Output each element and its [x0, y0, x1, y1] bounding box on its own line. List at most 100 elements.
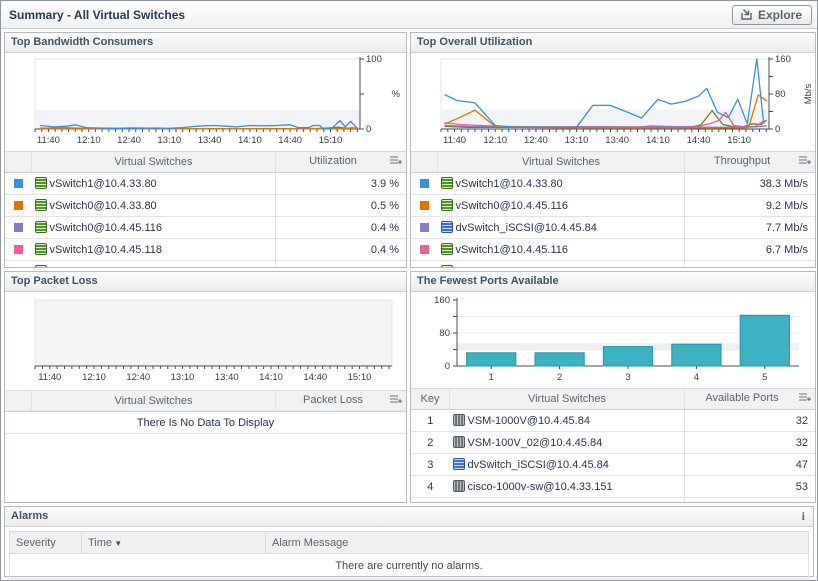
switch-name: vSwitch1@10.4.45.116 [50, 266, 162, 267]
switch-name-cell[interactable]: vSwitch1@10.4.45.116 [31, 260, 276, 267]
svg-text:0: 0 [775, 124, 780, 135]
panel-packet-loss: Top Packet Loss 11:40 12:10 12:40 13:10 13:4… [4, 271, 407, 503]
switch-name-cell[interactable]: vSwitch1@10.4.33.80 [31, 172, 276, 195]
legend-swatch [14, 267, 23, 268]
svg-text:14:40: 14:40 [278, 135, 302, 146]
value-cell: 9.2 Mb/s [684, 194, 815, 217]
table-row[interactable]: vSwitch1@10.4.33.80 38.3 Mb/s [411, 172, 815, 195]
svg-text:80: 80 [439, 328, 450, 339]
switch-name: vSwitch1@10.4.33.80 [455, 178, 563, 190]
legend-swatch-cell [5, 238, 32, 261]
svg-text:14:10: 14:10 [259, 372, 283, 383]
legend-swatch-cell [5, 194, 32, 217]
legend-swatch [13, 245, 23, 255]
switch-name-cell[interactable]: dvSwitch_iSCSI@10.4.45.84 [449, 453, 685, 476]
column-header-virtual-switches[interactable]: Virtual Switches [31, 390, 276, 412]
column-header-label: Virtual Switches [527, 393, 607, 405]
column-header-throughput[interactable]: Throughput [684, 151, 815, 173]
table-row[interactable]: vSwitch0@10.4.45.116 9.2 Mb/s [411, 194, 815, 217]
switch-name-cell[interactable]: vSwitch1@10.4.45.110 [437, 260, 685, 267]
svg-text:Mb/s: Mb/s [803, 83, 814, 104]
column-header-key[interactable]: Key [411, 388, 450, 410]
value-cell: 32 [684, 409, 815, 432]
info-icon[interactable]: i [801, 509, 805, 523]
legend-swatch [13, 201, 23, 211]
panel-grid: Top Bandwidth Consumers 11:40 12:10 12:40 1… [1, 29, 817, 506]
column-header-label: Key [420, 393, 440, 405]
column-header-available-ports[interactable]: Available Ports [684, 388, 815, 410]
switch-name-cell[interactable]: cisco-1000v-sw@10.4.33.151 [449, 475, 685, 498]
table-row[interactable]: vSwitch0@10.4.45.116 0.4 % [5, 216, 406, 239]
table-customizer-icon[interactable] [389, 394, 403, 408]
svg-text:12:40: 12:40 [117, 135, 141, 146]
column-header-label: Throughput [713, 155, 771, 167]
table-row[interactable]: vSwitch0@10.4.33.80 0.5 % [5, 194, 406, 217]
table-row[interactable]: vSwitch1@10.4.33.80 3.9 % [5, 172, 406, 195]
column-header-utilization[interactable]: Utilization [275, 151, 406, 173]
column-header-label: Virtual Switches [114, 156, 193, 168]
column-header-virtual-switches[interactable]: Virtual Switches [449, 388, 685, 410]
svg-text:15:10: 15:10 [319, 135, 343, 146]
legend-swatch-cell [411, 260, 438, 267]
column-header-swatch[interactable] [5, 390, 32, 412]
explore-button[interactable]: Explore [731, 4, 812, 25]
empty-row: There Is No Data To Display [5, 411, 406, 434]
svg-text:13:10: 13:10 [157, 135, 181, 146]
vswitch-icon [34, 221, 47, 233]
table-row[interactable]: vSwitch1@10.4.45.116 0.4 % [5, 260, 406, 268]
table-customizer-icon[interactable] [798, 392, 812, 406]
legend-swatch [419, 223, 429, 233]
switch-name-cell[interactable]: VSM-100V_02@10.4.45.84 [449, 431, 685, 454]
table-row[interactable]: vSwitch1@10.4.45.110 6.3 Mb/s [411, 260, 815, 267]
switch-name-cell[interactable]: vSwitch0@10.4.33.80 [31, 194, 276, 217]
table-row[interactable]: 4 cisco-1000v-sw@10.4.33.151 53 [411, 475, 815, 498]
svg-text:0: 0 [366, 124, 371, 135]
panel-alarms-title: Alarms i [5, 507, 813, 527]
cisco-icon [452, 414, 465, 426]
panel-title-text: Top Packet Loss [11, 275, 98, 287]
svg-text:11:40: 11:40 [443, 135, 466, 146]
column-header-virtual-switches[interactable]: Virtual Switches [31, 151, 276, 173]
explore-label: Explore [757, 7, 802, 22]
alarms-table: Severity Time ▼ Alarm Message There are cur… [9, 531, 809, 579]
svg-text:0: 0 [445, 361, 450, 372]
legend-swatch [13, 179, 23, 189]
table-row[interactable]: vSwitch1@10.4.45.116 6.7 Mb/s [411, 238, 815, 261]
switch-name-cell[interactable]: Host80-dvSwitch@10.4.33.151 [449, 497, 685, 502]
column-header-packet-loss[interactable]: Packet Loss [275, 390, 406, 412]
column-header-alarm-message[interactable]: Alarm Message [265, 531, 809, 554]
table-row[interactable]: 3 dvSwitch_iSCSI@10.4.45.84 47 [411, 453, 815, 476]
table-customizer-icon[interactable] [389, 155, 403, 169]
legend-swatch [13, 223, 23, 233]
column-header-swatch[interactable] [5, 151, 32, 173]
legend-swatch [419, 179, 429, 189]
switch-name-cell[interactable]: vSwitch1@10.4.33.80 [437, 172, 685, 195]
column-header-swatch[interactable] [411, 151, 438, 173]
table-row[interactable]: 5Host80-dvSwitch@10.4.33.151123 [411, 497, 815, 502]
column-header-virtual-switches[interactable]: Virtual Switches [437, 151, 685, 173]
bandwidth-chart: 11:40 12:10 12:40 13:10 13:40 14:10 14:40 15:10… [34, 54, 401, 146]
key-cell: 3 [411, 453, 450, 476]
column-header-time[interactable]: Time ▼ [81, 531, 266, 554]
column-header-severity[interactable]: Severity [9, 531, 82, 554]
page-title: Summary - All Virtual Switches [9, 7, 186, 22]
switch-name-cell[interactable]: vSwitch1@10.4.45.116 [437, 238, 685, 261]
svg-text:13:40: 13:40 [198, 135, 222, 146]
table-row[interactable]: vSwitch1@10.4.45.118 0.4 % [5, 238, 406, 261]
legend-swatch-cell [5, 260, 32, 268]
switch-name-cell[interactable]: VSM-1000V@10.4.45.84 [449, 409, 685, 432]
switch-name-cell[interactable]: dvSwitch_iSCSI@10.4.45.84 [437, 216, 685, 239]
legend-swatch-cell [5, 172, 32, 195]
table-row[interactable]: dvSwitch_iSCSI@10.4.45.84 7.7 Mb/s [411, 216, 815, 239]
panel-title-text: The Fewest Ports Available [417, 275, 559, 287]
switch-name-cell[interactable]: vSwitch0@10.4.45.116 [437, 194, 685, 217]
table-row[interactable]: 2 VSM-100V_02@10.4.45.84 32 [411, 431, 815, 454]
table-customizer-icon[interactable] [798, 155, 812, 169]
table-row[interactable]: 1 VSM-1000V@10.4.45.84 32 [411, 409, 815, 432]
column-header-label: Virtual Switches [114, 395, 193, 407]
switch-name-cell[interactable]: vSwitch1@10.4.45.118 [31, 238, 276, 261]
value-cell: 3.9 % [275, 172, 406, 195]
legend-swatch-cell [5, 216, 32, 239]
svg-text:5: 5 [762, 372, 767, 383]
switch-name-cell[interactable]: vSwitch0@10.4.45.116 [31, 216, 276, 239]
